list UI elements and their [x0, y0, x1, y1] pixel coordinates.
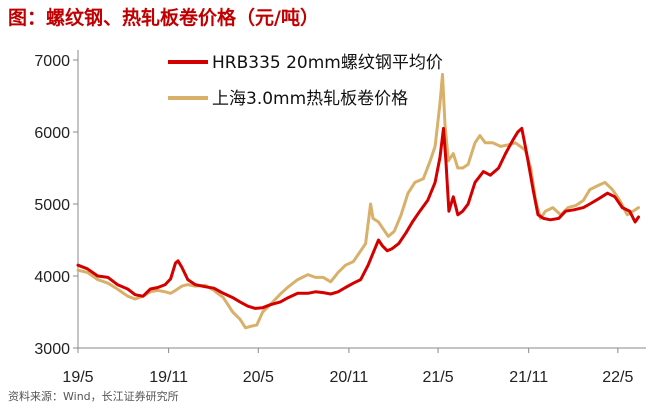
y-axis-ticks: 3000 4000 5000 6000 7000 — [34, 53, 78, 358]
x-tick-label: 21/5 — [422, 369, 453, 386]
x-axis-ticks: 19/5 19/11 20/5 20/11 21/5 21/11 22/5 — [62, 348, 634, 386]
series-line-1 — [76, 126, 640, 310]
y-tick-label: 5000 — [34, 197, 70, 214]
x-tick-label: 20/5 — [243, 369, 274, 386]
y-tick-label: 6000 — [34, 125, 70, 142]
x-tick-label: 19/5 — [62, 369, 93, 386]
x-tick-label: 22/5 — [602, 369, 633, 386]
x-tick-label: 19/11 — [149, 369, 188, 386]
source-note: 资料来源：Wind，长江证券研究所 — [8, 390, 179, 403]
legend-label-2: 上海3.0mm热轧板卷价格 — [212, 89, 408, 109]
y-tick-label: 4000 — [34, 269, 70, 286]
series-line-2 — [76, 72, 640, 330]
legend-label-1: HRB335 20mm螺纹钢平均价 — [212, 53, 443, 73]
x-tick-label: 21/11 — [509, 369, 548, 386]
chart-axes — [77, 50, 646, 349]
y-tick-label: 7000 — [34, 53, 70, 70]
chart-title: 图：螺纹钢、热轧板卷价格（元/吨） — [8, 7, 319, 29]
x-tick-label: 20/11 — [329, 369, 368, 386]
series-lines — [76, 72, 640, 330]
y-tick-label: 3000 — [34, 341, 70, 358]
